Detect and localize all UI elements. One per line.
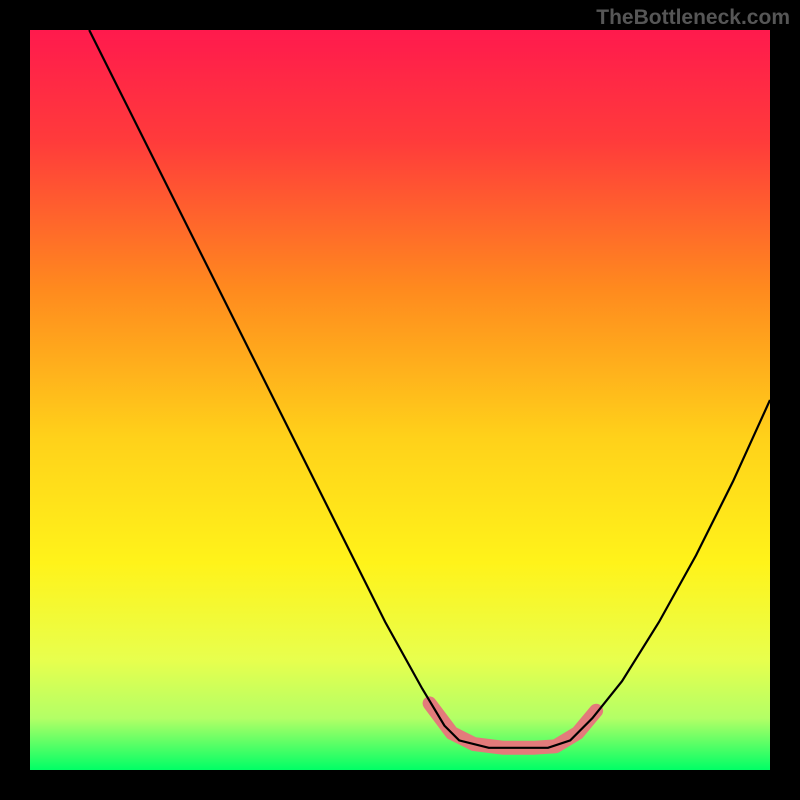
chart-plot-area: [30, 30, 770, 770]
bottleneck-chart: [30, 30, 770, 770]
gradient-background: [30, 30, 770, 770]
watermark-text: TheBottleneck.com: [596, 6, 790, 30]
